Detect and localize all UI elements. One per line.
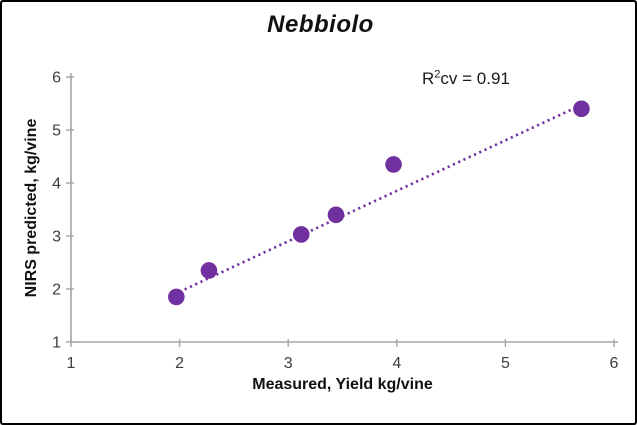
x-tick-label: 4: [392, 355, 401, 372]
data-point: [573, 100, 590, 118]
data-point: [200, 262, 218, 279]
x-tick-label: 2: [175, 355, 184, 372]
data-point: [385, 156, 402, 173]
y-tick-label: 6: [52, 70, 61, 87]
x-tick-label: 6: [610, 355, 619, 372]
x-tick-label: 5: [501, 355, 510, 372]
data-point: [292, 226, 310, 243]
y-tick-label: 3: [52, 229, 61, 246]
x-tick-label: 1: [67, 355, 76, 372]
trendline-dotted: [173, 102, 586, 296]
x-tick-label: 3: [284, 355, 293, 372]
annotation-superscript: 2: [434, 68, 441, 81]
y-tick-label: 5: [52, 123, 61, 140]
annotation-suffix: cv = 0.91: [440, 69, 510, 88]
x-axis-label: Measured, Yield kg/vine: [252, 376, 433, 393]
y-tick-label: 4: [52, 176, 61, 193]
r2cv-annotation: R2cv = 0.91: [422, 69, 510, 89]
y-tick-label: 2: [52, 282, 61, 299]
y-tick-label: 1: [52, 335, 61, 352]
data-point: [327, 206, 345, 224]
annotation-prefix: R: [422, 69, 435, 88]
chart-title: Nebbiolo: [267, 11, 374, 38]
data-point: [168, 288, 185, 306]
